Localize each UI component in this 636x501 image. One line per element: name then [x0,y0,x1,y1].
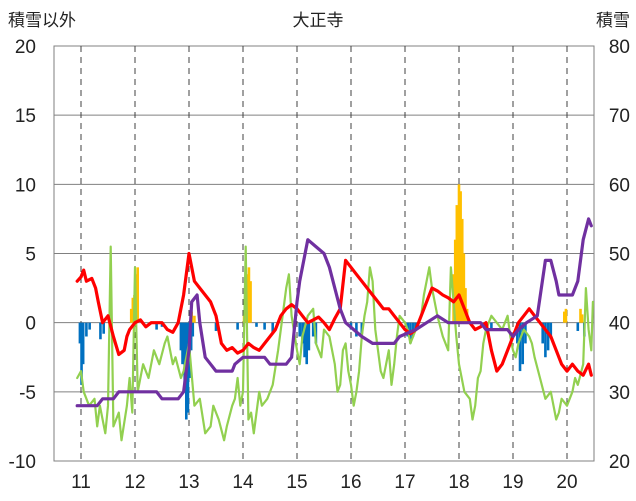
y-right-tick-label: 60 [609,175,630,196]
bar [236,322,239,330]
y-left-tick-labels: 20 15 10 5 0 -5 -10 [9,37,36,473]
bar [457,184,461,323]
bar [102,322,105,334]
bar [464,288,467,323]
bar [490,322,493,330]
x-tick-label: 15 [286,472,307,493]
bar [85,322,88,337]
x-tick-label: 13 [178,472,199,493]
x-tick-label: 11 [71,472,91,493]
y-right-tick-label: 40 [609,314,630,335]
y-left-axis-label: 積雪以外 [8,11,76,31]
bar [155,322,158,330]
bar [459,191,462,323]
x-tick-label: 18 [448,472,469,493]
bar [303,322,306,358]
bar [249,281,252,323]
y-right-tick-label: 20 [609,452,630,473]
y-right-tick-label: 30 [609,383,630,404]
bar [191,322,195,337]
x-tick-label: 16 [340,472,361,493]
bar [298,322,301,337]
bar [214,322,218,331]
bar [81,322,85,365]
bar [355,322,358,337]
y-left-tick-label: 20 [15,37,36,58]
x-tick-label: 20 [556,472,577,493]
bar [541,322,544,344]
bar [305,322,309,365]
bar [579,308,582,323]
y-right-tick-labels: 80 70 60 50 40 30 20 [609,37,630,473]
series-line-green [76,245,594,442]
y-left-tick-label: 0 [25,314,36,335]
bar [255,322,258,327]
bar [307,322,311,351]
x-tick-label: 14 [232,472,254,493]
x-tick-labels: 11 12 13 14 15 16 17 18 19 20 [71,472,577,493]
bar [544,322,547,358]
bar [455,205,459,323]
x-tick-label: 19 [502,472,523,493]
bar [580,314,584,323]
bar [564,308,568,323]
y-left-tick-label: 5 [25,245,36,266]
bar [193,315,196,323]
series-line-purple [75,217,593,408]
y-left-tick-label: 10 [15,175,36,196]
bar [99,322,102,340]
x-tick-label: 12 [124,472,145,493]
bar [271,322,274,333]
bar [179,322,183,351]
x-tick-label: 17 [394,472,415,493]
series-line-red [75,251,593,377]
bar [181,322,184,365]
bar [462,253,466,323]
bar [549,322,553,337]
y-left-tick-label: 15 [15,106,36,127]
bar [563,311,566,323]
bar [546,322,550,351]
bar [453,239,457,323]
bar [183,322,186,392]
y-right-tick-label: 50 [609,245,630,266]
bar [78,322,82,344]
bar [88,322,91,330]
bar [247,267,251,323]
y-left-tick-label: -5 [19,383,36,404]
lines-layer [75,217,594,442]
chart-title: 大正寺 [293,11,344,31]
bar [129,308,133,323]
bar [263,322,266,330]
bar [311,322,315,337]
bar [131,297,135,323]
y-left-tick-label: -10 [9,452,36,473]
bar [521,322,525,365]
bar [460,218,464,323]
y-right-tick-label: 70 [609,106,630,127]
bar [518,322,522,372]
bar [576,322,580,331]
bar [80,322,83,385]
bar [136,267,139,323]
y-right-tick-label: 80 [609,37,630,58]
y-right-axis-label: 積雪 [596,11,630,31]
